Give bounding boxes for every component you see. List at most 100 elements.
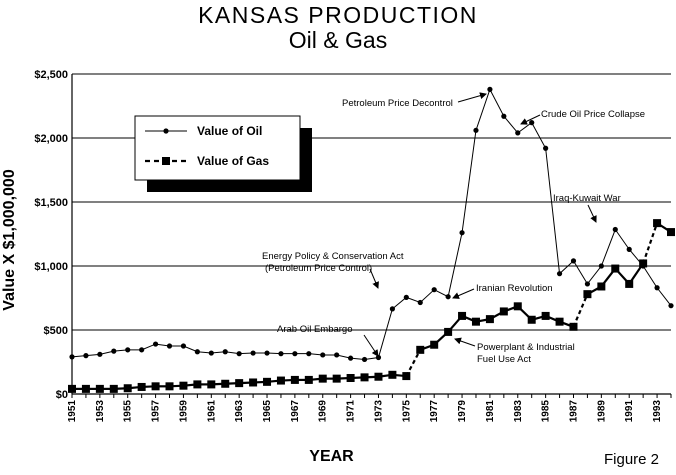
legend: Value of Oil Value of Gas xyxy=(134,115,312,192)
gas-point xyxy=(583,290,592,299)
chart-title: KANSAS PRODUCTION xyxy=(198,2,478,28)
gas-point xyxy=(639,259,648,268)
gas-point xyxy=(527,315,536,324)
x-tick-label: 1971 xyxy=(346,400,357,423)
annotation-label: Powerplant & Industrial xyxy=(477,342,575,353)
x-tick-label: 1951 xyxy=(67,400,78,423)
oil-point xyxy=(515,130,521,136)
oil-point xyxy=(501,113,507,119)
annotation-label: Arab Oil Embargo xyxy=(277,324,353,335)
gas-point xyxy=(193,380,202,389)
gas-point xyxy=(123,384,132,393)
oil-point xyxy=(654,285,660,291)
oil-point xyxy=(668,303,674,309)
gas-point xyxy=(569,322,578,331)
annotation-label: Petroleum Price Decontrol xyxy=(342,98,453,109)
gas-point xyxy=(555,317,564,326)
gas-point xyxy=(68,384,76,393)
oil-point xyxy=(570,258,577,264)
annotation-label: Iranian Revolution xyxy=(476,283,553,294)
chart-subtitle: Oil & Gas xyxy=(288,27,388,53)
x-tick-label: 1955 xyxy=(123,400,134,423)
x-tick-label: 1977 xyxy=(429,400,440,423)
annotation-label: Energy Policy & Conservation Act xyxy=(262,251,404,262)
oil-point xyxy=(250,350,256,356)
x-tick-label: 1983 xyxy=(513,400,524,423)
x-tick-label: 1987 xyxy=(568,400,579,423)
x-tick-label: 1953 xyxy=(95,400,106,423)
gas-point xyxy=(471,317,480,326)
gas-point xyxy=(81,384,90,393)
gas-point xyxy=(541,311,550,320)
oil-point xyxy=(152,341,159,347)
gas-point xyxy=(513,302,522,311)
gas-point xyxy=(485,315,494,324)
x-tick-label: 1989 xyxy=(596,400,607,423)
annotation-arrow xyxy=(454,337,476,347)
oil-point xyxy=(306,351,312,357)
annotation-arrow xyxy=(457,92,487,103)
annotation-label: (Petroleum Price Control) xyxy=(265,263,372,274)
gas-point xyxy=(235,379,244,388)
x-tick-label: 1963 xyxy=(234,400,245,423)
oil-point xyxy=(612,226,618,233)
annotation-arrow xyxy=(452,288,475,299)
x-tick-label: 1985 xyxy=(541,400,552,423)
y-tick-label: $1,000 xyxy=(34,261,68,273)
gas-point xyxy=(95,384,104,393)
x-tick-label: 1961 xyxy=(206,400,217,423)
oil-point xyxy=(445,294,451,300)
gas-point xyxy=(430,340,439,349)
annotation-label: Iraq-Kuwait War xyxy=(553,193,621,204)
oil-point xyxy=(278,351,284,357)
oil-point xyxy=(431,287,437,293)
oil-point xyxy=(584,281,591,287)
oil-point xyxy=(111,348,117,354)
legend-oil-marker xyxy=(163,128,169,134)
oil-point xyxy=(543,145,549,151)
annotation-label: Crude Oil Price Collapse xyxy=(541,109,645,120)
gas-point xyxy=(416,345,425,354)
gas-point xyxy=(290,375,299,384)
gas-point xyxy=(221,379,230,388)
gas-point xyxy=(458,311,467,320)
gas-series-segment xyxy=(572,293,589,328)
gas-point xyxy=(611,264,620,273)
legend-gas-label: Value of Gas xyxy=(197,154,269,168)
gas-series-segment xyxy=(405,349,422,377)
gas-point xyxy=(374,372,383,381)
oil-point xyxy=(529,120,535,126)
gas-point xyxy=(667,228,675,237)
oil-point xyxy=(97,351,103,357)
oil-point xyxy=(180,343,187,349)
gas-point xyxy=(346,374,355,382)
oil-point xyxy=(334,352,340,358)
figure-label: Figure 2 xyxy=(604,451,660,468)
oil-point xyxy=(194,349,200,355)
oil-point xyxy=(166,343,173,349)
x-tick-label: 1957 xyxy=(151,400,162,423)
oil-point xyxy=(598,263,604,269)
gas-point xyxy=(332,374,341,383)
gas-point xyxy=(597,282,606,291)
y-axis-title: Value X $1,000,000 xyxy=(1,169,18,311)
gas-point xyxy=(304,375,313,384)
annotation-layer: Petroleum Price Decontrol Crude Oil Price… xyxy=(262,92,645,365)
oil-point xyxy=(403,294,409,300)
x-tick-label: 1965 xyxy=(262,400,273,423)
legend-oil-label: Value of Oil xyxy=(197,124,262,138)
series-layer xyxy=(68,86,675,393)
oil-point xyxy=(125,347,131,353)
gas-point xyxy=(263,377,272,386)
oil-point xyxy=(292,351,298,357)
gas-point xyxy=(499,307,508,316)
axes-layer: $0 $500 $1,000 $1,500 $2,000 $2,500 1951 1953 19… xyxy=(1,69,672,465)
x-tick-label: 1991 xyxy=(624,400,635,423)
oil-point xyxy=(264,350,270,356)
oil-point xyxy=(83,353,89,359)
x-tick-label: 1993 xyxy=(652,400,663,423)
gas-point xyxy=(653,219,662,228)
oil-point xyxy=(361,356,368,363)
